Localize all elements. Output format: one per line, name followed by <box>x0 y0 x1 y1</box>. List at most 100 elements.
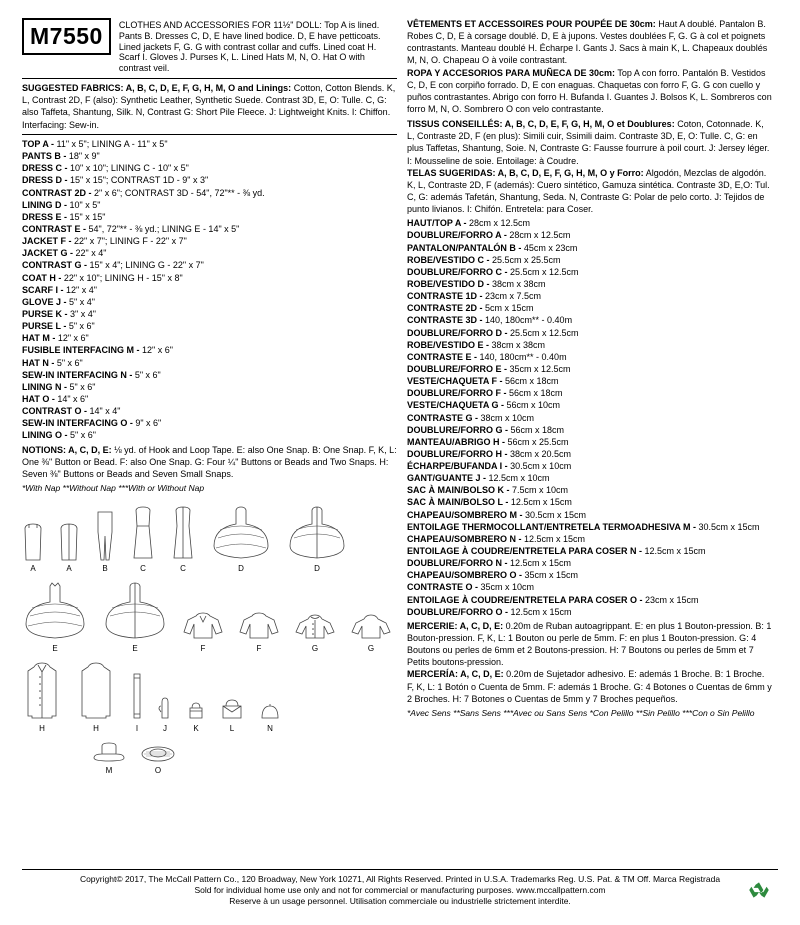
sketch-coat-h-back: H <box>76 662 116 734</box>
sketch-coat-h-front: H <box>22 662 62 734</box>
sketch-dress-c-back: C <box>170 506 196 574</box>
spec-line-intl: VESTE/CHAQUETA G - 56cm x 10cm <box>407 399 772 411</box>
sketch-jacket-g-front: G <box>294 614 336 654</box>
spec-line-intl: CHAPEAU/SOMBRERO O - 35cm x 15cm <box>407 569 772 581</box>
main-columns: M7550 CLOTHES AND ACCESSORIES FOR 11½" D… <box>22 18 778 776</box>
sketch-purse-l: L <box>220 698 244 734</box>
sketch-row-4: M O <box>92 742 397 776</box>
spec-line-intl: DOUBLURE/FORRO A - 28cm x 12.5cm <box>407 229 772 241</box>
spec-line: COAT H - 22" x 10"; LINING H - 15" x 8" <box>22 272 397 284</box>
pattern-number: M7550 <box>22 18 111 55</box>
sketch-scarf-i: I <box>130 672 144 734</box>
copyright-line-1: Copyright© 2017, The McCall Pattern Co.,… <box>22 874 778 885</box>
sketch-dress-d-front: D <box>210 506 272 574</box>
spec-line-intl: ROBE/VESTIDO C - 25.5cm x 25.5cm <box>407 254 772 266</box>
sketch-hat-n: N <box>258 702 282 734</box>
spec-line-intl: DOUBLURE/FORRO O - 12.5cm x 15cm <box>407 606 772 618</box>
garment-sketches: A A B C C <box>22 506 397 776</box>
spec-line: JACKET F - 22" x 7"; LINING F - 22" x 7" <box>22 235 397 247</box>
copyright-line-2: Sold for individual home use only and no… <box>22 885 778 896</box>
sketch-hat-m: M <box>92 742 126 776</box>
tissus-fr: TISSUS CONSEILLÉS: A, B, C, D, E, F, G, … <box>407 118 772 167</box>
spec-line-intl: CHAPEAU/SOMBRERO N - 12.5cm x 15cm <box>407 533 772 545</box>
spec-line-intl: HAUT/TOP A - 28cm x 12.5cm <box>407 217 772 229</box>
spec-line-intl: ROBE/VESTIDO E - 38cm x 38cm <box>407 339 772 351</box>
spec-line-intl: ENTOILAGE À COUDRE/ENTRETELA PARA COSER … <box>407 594 772 606</box>
spec-line: PURSE K - 3" x 4" <box>22 308 397 320</box>
spec-line-intl: CONTRASTE E - 140, 180cm** - 0.40m <box>407 351 772 363</box>
spec-line-intl: DOUBLURE/FORRO C - 25.5cm x 12.5cm <box>407 266 772 278</box>
copyright-line-3: Reserve à un usage personnel. Utilisatio… <box>22 896 778 907</box>
spec-line: CONTRAST 2D - 2" x 6"; CONTRAST 3D - 54"… <box>22 187 397 199</box>
spec-line-intl: DOUBLURE/FORRO D - 25.5cm x 12.5cm <box>407 327 772 339</box>
sketch-jacket-f-front: F <box>182 612 224 654</box>
sketch-row-1: A A B C C <box>22 506 397 574</box>
spec-line: GLOVE J - 5" x 4" <box>22 296 397 308</box>
spec-line: LINING N - 5" x 6" <box>22 381 397 393</box>
specs-list-intl: HAUT/TOP A - 28cm x 12.5cmDOUBLURE/FORRO… <box>407 217 772 618</box>
spec-line: DRESS E - 15" x 15" <box>22 211 397 223</box>
spec-line: SEW-IN INTERFACING N - 5" x 6" <box>22 369 397 381</box>
spec-line: TOP A - 11" x 5"; LINING A - 11" x 5" <box>22 138 397 150</box>
right-column: VÊTEMENTS ET ACCESSOIRES POUR POUPÉE DE … <box>407 18 772 776</box>
desc-es: ROPA Y ACCESORIOS PARA MUÑECA DE 30cm: T… <box>407 67 772 116</box>
sketch-top-a-back: A <box>58 522 80 574</box>
spec-line-intl: CONTRASTE O - 35cm x 10cm <box>407 581 772 593</box>
spec-line: CONTRAST E - 54", 72"** - ⅜ yd.; LINING … <box>22 223 397 235</box>
spec-line-intl: SAC À MAIN/BOLSO K - 7.5cm x 10cm <box>407 484 772 496</box>
sketch-top-a-front: A <box>22 522 44 574</box>
suggested-fabrics-box: SUGGESTED FABRICS: A, B, C, D, E, F, G, … <box>22 78 397 135</box>
spec-line: CONTRAST O - 14" x 4" <box>22 405 397 417</box>
spec-line: HAT O - 14" x 6" <box>22 393 397 405</box>
mercerie-fr: MERCERIE: A, C, D, E: 0.20m de Ruban aut… <box>407 620 772 669</box>
header-row: M7550 CLOTHES AND ACCESSORIES FOR 11½" D… <box>22 18 397 74</box>
spec-line-intl: DOUBLURE/FORRO F - 56cm x 18cm <box>407 387 772 399</box>
desc-fr: VÊTEMENTS ET ACCESSOIRES POUR POUPÉE DE … <box>407 18 772 67</box>
copyright-block: Copyright© 2017, The McCall Pattern Co.,… <box>22 869 778 907</box>
spec-line: JACKET G - 22" x 4" <box>22 247 397 259</box>
sketch-row-2: E E F F G <box>22 582 397 654</box>
notions-block: NOTIONS: A, C, D, E: ⅛ yd. of Hook and L… <box>22 444 397 480</box>
footnote-en: *With Nap **Without Nap ***With or Witho… <box>22 483 397 494</box>
spec-line-intl: DOUBLURE/FORRO E - 35cm x 12.5cm <box>407 363 772 375</box>
spec-line-intl: VESTE/CHAQUETA F - 56cm x 18cm <box>407 375 772 387</box>
spec-line-intl: ENTOILAGE À COUDRE/ENTRETELA PARA COSER … <box>407 545 772 557</box>
spec-line-intl: ÉCHARPE/BUFANDA I - 30.5cm x 10cm <box>407 460 772 472</box>
spec-line-intl: SAC À MAIN/BOLSO L - 12.5cm x 15cm <box>407 496 772 508</box>
spec-line: PURSE L - 5" x 6" <box>22 320 397 332</box>
sketch-pants-b: B <box>94 510 116 574</box>
spec-line: FUSIBLE INTERFACING M - 12" x 6" <box>22 344 397 356</box>
spec-line: PANTS B - 18" x 9" <box>22 150 397 162</box>
sketch-dress-d-back: D <box>286 506 348 574</box>
footnote-intl: *Avec Sens **Sans Sens ***Avec ou Sans S… <box>407 708 772 719</box>
spec-line: HAT N - 5" x 6" <box>22 357 397 369</box>
spec-line: DRESS C - 10" x 10"; LINING C - 10" x 5" <box>22 162 397 174</box>
sketch-dress-e-front: E <box>22 582 88 654</box>
spec-line-intl: DOUBLURE/FORRO H - 38cm x 20.5cm <box>407 448 772 460</box>
spec-line: LINING O - 5" x 6" <box>22 429 397 441</box>
spec-line: LINING D - 10" x 5" <box>22 199 397 211</box>
notions-title: NOTIONS: A, C, D, E: <box>22 445 112 455</box>
sketch-hat-o: O <box>140 744 176 776</box>
sketch-dress-e-back: E <box>102 582 168 654</box>
spec-line: DRESS D - 15" x 15"; CONTRAST 1D - 9" x … <box>22 174 397 186</box>
spec-line-intl: DOUBLURE/FORRO G - 56cm x 18cm <box>407 424 772 436</box>
spec-line: CONTRAST G - 15" x 4"; LINING G - 22" x … <box>22 259 397 271</box>
sketch-row-3: H H I J K <box>22 662 397 734</box>
spec-line-intl: CONTRASTE 2D - 5cm x 15cm <box>407 302 772 314</box>
spec-line-intl: CONTRASTE G - 38cm x 10cm <box>407 412 772 424</box>
sketch-jacket-f-back: F <box>238 612 280 654</box>
spec-line-intl: ENTOILAGE THERMOCOLLANT/ENTRETELA TERMOA… <box>407 521 772 533</box>
spec-line-intl: ROBE/VESTIDO D - 38cm x 38cm <box>407 278 772 290</box>
spec-line-intl: CHAPEAU/SOMBRERO M - 30.5cm x 15cm <box>407 509 772 521</box>
spec-line: SCARF I - 12" x 4" <box>22 284 397 296</box>
spec-line: HAT M - 12" x 6" <box>22 332 397 344</box>
spec-line-intl: CONTRASTE 3D - 140, 180cm** - 0.40m <box>407 314 772 326</box>
sketch-dress-c-front: C <box>130 506 156 574</box>
spec-line-intl: GANT/GUANTE J - 12.5cm x 10cm <box>407 472 772 484</box>
sketch-glove-j: J <box>158 694 172 734</box>
suggested-title: SUGGESTED FABRICS: A, B, C, D, E, F, G, … <box>22 83 291 93</box>
telas-es: TELAS SUGERIDAS: A, B, C, D, E, F, G, H,… <box>407 167 772 216</box>
spec-line-intl: MANTEAU/ABRIGO H - 56cm x 25.5cm <box>407 436 772 448</box>
description-en: CLOTHES AND ACCESSORIES FOR 11½" DOLL: T… <box>119 18 397 74</box>
